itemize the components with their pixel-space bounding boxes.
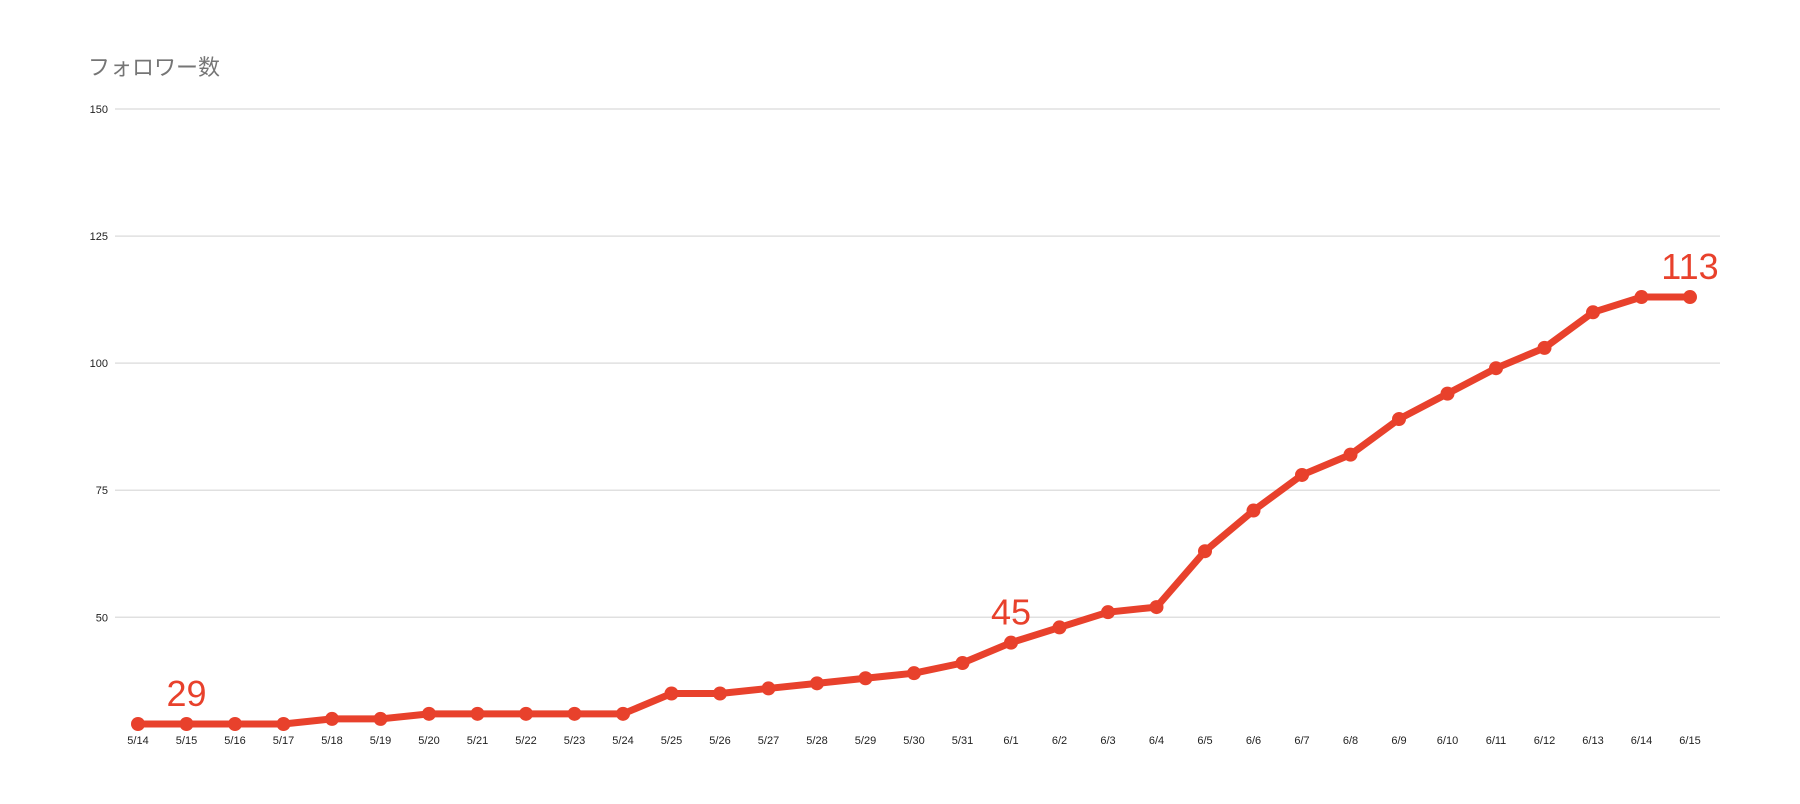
- data-point: [228, 717, 242, 731]
- data-point: [1634, 290, 1649, 305]
- data-label: 113: [1661, 246, 1718, 287]
- x-tick-label: 5/25: [661, 735, 682, 747]
- data-label: 29: [166, 673, 206, 714]
- x-tick-label: 6/15: [1679, 735, 1700, 747]
- x-tick-label: 5/20: [418, 735, 439, 747]
- x-tick-label: 5/31: [952, 735, 973, 747]
- x-tick-label: 6/7: [1294, 735, 1309, 747]
- data-label-layer: 29 45 113: [166, 246, 1718, 714]
- data-point: [276, 717, 291, 731]
- x-tick-label: 6/3: [1100, 735, 1115, 747]
- x-tick-label: 5/15: [176, 735, 197, 747]
- x-tick-label: 6/4: [1149, 735, 1164, 747]
- x-tick-label: 6/8: [1343, 735, 1358, 747]
- x-tick-label: 6/2: [1052, 735, 1067, 747]
- y-tick-label: 75: [96, 485, 108, 497]
- series-layer: [134, 293, 1694, 728]
- data-point: [616, 706, 630, 721]
- data-point: [325, 711, 339, 726]
- x-tick-label: 6/9: [1391, 735, 1406, 747]
- data-point: [1392, 412, 1406, 427]
- data-point: [373, 711, 388, 726]
- data-point: [1343, 447, 1358, 462]
- data-point: [713, 686, 727, 701]
- x-tick-label: 6/14: [1631, 735, 1652, 747]
- x-tick-label: 5/23: [564, 735, 585, 747]
- data-point: [519, 706, 533, 721]
- x-tick-label: 6/11: [1486, 735, 1507, 747]
- x-tick-label: 5/17: [273, 735, 294, 747]
- data-point: [1440, 386, 1455, 401]
- data-point: [858, 671, 873, 686]
- x-tick-label: 5/29: [855, 735, 876, 747]
- data-label: 45: [991, 592, 1031, 633]
- x-tick-label: 5/14: [127, 735, 148, 747]
- y-tick-label: 50: [96, 612, 108, 624]
- x-axis-ticks: 5/14 5/15 5/16 5/17 5/18 5/19 5/20 5/21 5/22 5/23…: [127, 735, 1700, 747]
- x-tick-label: 6/13: [1582, 735, 1603, 747]
- x-tick-label: 5/16: [224, 735, 245, 747]
- data-point: [1537, 340, 1552, 355]
- x-tick-label: 5/22: [515, 735, 536, 747]
- x-tick-label: 5/28: [806, 735, 827, 747]
- data-point: [810, 676, 824, 691]
- data-point: [1489, 361, 1503, 376]
- data-point: [1052, 620, 1067, 635]
- x-tick-label: 6/6: [1246, 735, 1261, 747]
- y-tick-label: 100: [90, 358, 108, 370]
- x-tick-label: 5/24: [612, 735, 633, 747]
- data-point: [1149, 600, 1164, 615]
- data-point: [1004, 635, 1018, 650]
- x-tick-label: 6/12: [1534, 735, 1555, 747]
- chart-title: フォロワー数: [88, 56, 221, 81]
- data-point: [955, 656, 970, 671]
- data-point: [1198, 544, 1212, 559]
- x-tick-label: 5/21: [467, 735, 488, 747]
- y-tick-label: 150: [90, 104, 108, 116]
- data-point: [131, 717, 145, 731]
- x-tick-label: 6/10: [1437, 735, 1458, 747]
- x-tick-label: 6/5: [1197, 735, 1212, 747]
- y-tick-label: 125: [90, 231, 108, 243]
- data-point: [179, 717, 194, 731]
- x-tick-label: 5/30: [903, 735, 924, 747]
- x-tick-label: 5/19: [370, 735, 391, 747]
- data-point: [567, 706, 582, 721]
- data-point: [1683, 290, 1697, 305]
- data-point: [1295, 467, 1309, 482]
- data-point: [1586, 305, 1600, 320]
- data-point: [1101, 605, 1115, 620]
- x-tick-label: 5/18: [321, 735, 342, 747]
- data-point: [422, 706, 436, 721]
- grid-lines: [115, 108, 1720, 619]
- data-point: [664, 686, 679, 701]
- x-tick-label: 5/26: [709, 735, 730, 747]
- series-line: [134, 293, 1694, 728]
- point-layer: [131, 290, 1697, 731]
- x-tick-label: 6/1: [1003, 735, 1018, 747]
- y-axis-ticks: 50 75 100 125 150: [90, 104, 108, 624]
- data-point: [470, 706, 485, 721]
- data-point: [1246, 503, 1261, 518]
- data-point: [761, 681, 776, 696]
- data-point: [907, 666, 921, 681]
- x-tick-label: 5/27: [758, 735, 779, 747]
